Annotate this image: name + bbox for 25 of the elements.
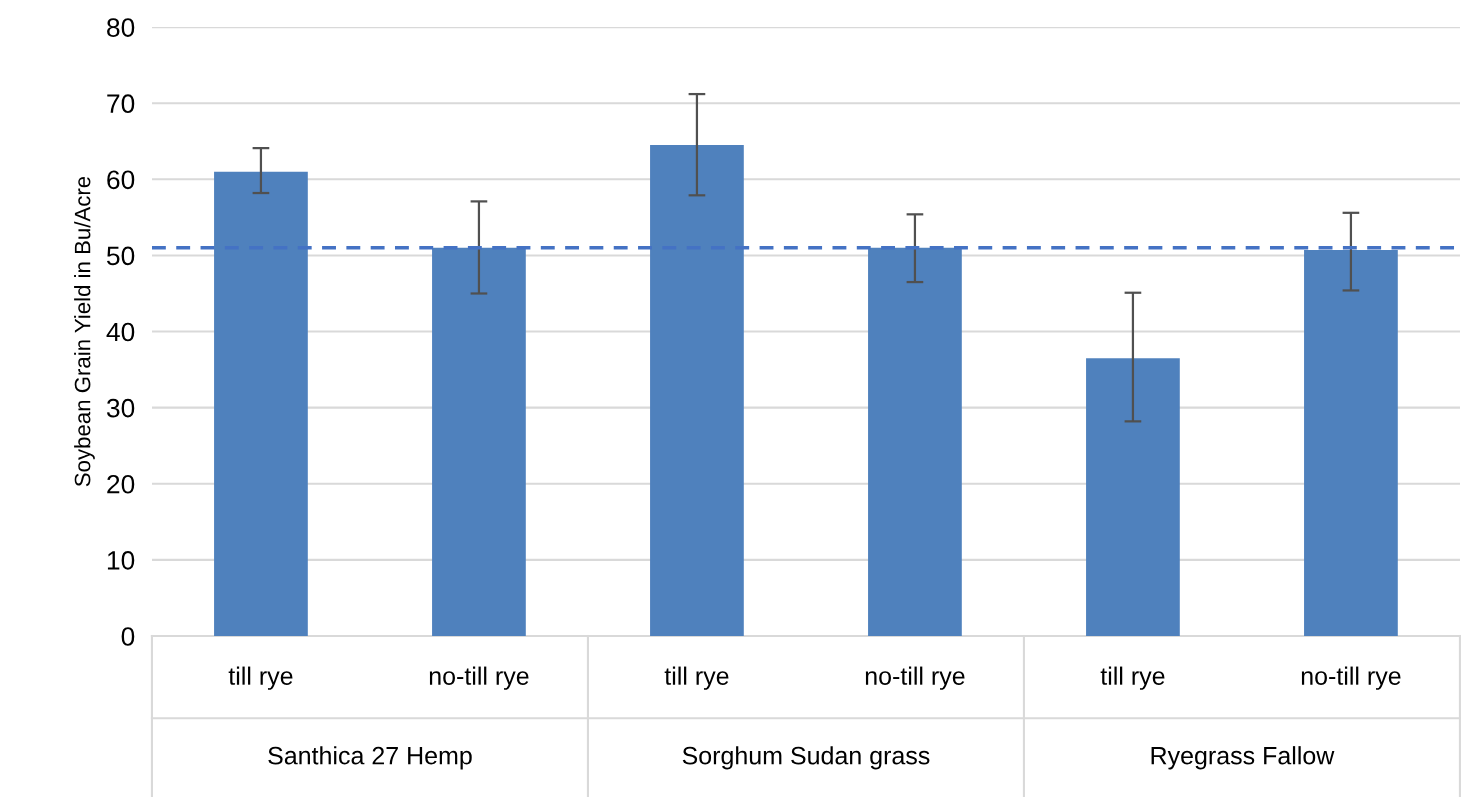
bar	[1086, 358, 1180, 637]
x-tick-label: till rye	[228, 666, 293, 690]
bar	[650, 145, 744, 637]
x-tick-label: no-till rye	[865, 666, 965, 690]
bar	[868, 247, 962, 637]
text: Ryegrass Fallow	[1151, 746, 1335, 770]
y-axis-title: Soybean Grain Yield in Bu/Acre	[74, 176, 95, 487]
y-tick-label: 30	[106, 398, 135, 418]
text: Sorghum Sudan grass	[682, 746, 930, 770]
x-tick-label: till rye	[1100, 666, 1165, 690]
y-tick-label: 80	[107, 18, 135, 37]
y-tick-label: 60	[107, 170, 135, 190]
bar	[214, 171, 308, 637]
x-tick-label: no-till rye	[1301, 666, 1401, 690]
y-tick-label: 70	[107, 94, 135, 114]
bar	[1304, 250, 1398, 637]
y-tick-label: 50	[106, 246, 135, 266]
y-tick-label: 40	[106, 322, 135, 342]
x-tick-label: no-till rye	[429, 666, 529, 690]
x-tick-label: till rye	[664, 666, 729, 690]
y-tick-label: 10	[107, 551, 135, 570]
text: Santhica 27 Hemp	[268, 746, 472, 770]
y-tick-label: 20	[107, 474, 135, 494]
y-tick-label: 0	[121, 627, 135, 646]
bar	[432, 247, 526, 637]
